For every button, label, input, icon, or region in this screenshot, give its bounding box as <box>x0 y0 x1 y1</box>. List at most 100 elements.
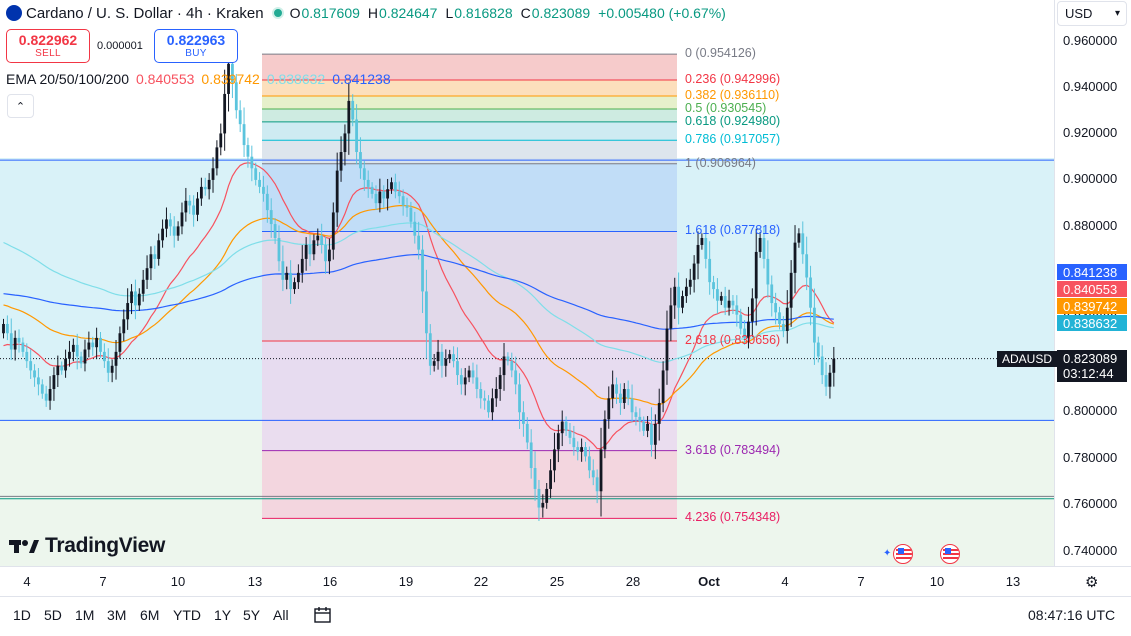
candle-body[interactable] <box>106 361 110 373</box>
candle-body[interactable] <box>215 147 219 169</box>
candle-body[interactable] <box>522 412 525 424</box>
candle-body[interactable] <box>153 254 157 259</box>
candle-body[interactable] <box>2 323 5 334</box>
tradingview-logo[interactable]: TradingView <box>9 534 165 558</box>
range-button-6m[interactable]: 6M <box>140 607 160 623</box>
candle-body[interactable] <box>366 179 370 187</box>
candle-body[interactable] <box>192 205 196 215</box>
candle-body[interactable] <box>231 63 234 83</box>
candle-body[interactable] <box>145 268 149 280</box>
candle-body[interactable] <box>68 351 71 359</box>
fibonacci-extension[interactable] <box>262 53 677 519</box>
range-button-3m[interactable]: 3M <box>107 607 127 623</box>
candle-body[interactable] <box>250 156 254 169</box>
candle-body[interactable] <box>300 258 304 273</box>
candle-body[interactable] <box>33 370 36 378</box>
candle-body[interactable] <box>95 337 99 348</box>
candle-body[interactable] <box>331 212 335 250</box>
candle-body[interactable] <box>708 258 712 283</box>
us-event-flag-icon[interactable] <box>940 544 960 564</box>
candle-body[interactable] <box>650 423 653 445</box>
candle-body[interactable] <box>17 337 21 343</box>
candle-body[interactable] <box>60 365 64 371</box>
candle-body[interactable] <box>196 198 199 215</box>
candle-body[interactable] <box>553 449 556 471</box>
candle-body[interactable] <box>56 365 60 376</box>
candle-body[interactable] <box>304 244 308 259</box>
candle-body[interactable] <box>168 219 172 227</box>
candle-body[interactable] <box>421 249 424 292</box>
candle-body[interactable] <box>165 219 168 229</box>
candlesticks[interactable] <box>2 50 836 521</box>
buy-button[interactable]: 0.822963 BUY <box>154 29 238 63</box>
candle-body[interactable] <box>281 261 285 280</box>
candle-body[interactable] <box>227 63 230 94</box>
candle-body[interactable] <box>126 303 130 320</box>
candle-body[interactable] <box>580 447 584 452</box>
candle-body[interactable] <box>568 430 572 438</box>
candle-body[interactable] <box>137 293 141 306</box>
candle-body[interactable] <box>335 170 339 213</box>
candle-body[interactable] <box>770 284 774 304</box>
candle-body[interactable] <box>646 423 649 431</box>
candle-body[interactable] <box>417 235 421 250</box>
candle-body[interactable] <box>564 421 568 431</box>
candle-body[interactable] <box>21 342 25 352</box>
candle-body[interactable] <box>556 433 560 450</box>
candle-body[interactable] <box>285 272 289 280</box>
candle-body[interactable] <box>494 389 498 399</box>
candle-body[interactable] <box>180 212 184 227</box>
candle-body[interactable] <box>316 235 320 241</box>
candle-body[interactable] <box>541 502 545 508</box>
candle-body[interactable] <box>479 389 483 399</box>
candle-body[interactable] <box>820 356 824 376</box>
candle-body[interactable] <box>525 423 529 443</box>
candle-body[interactable] <box>673 286 677 306</box>
candle-body[interactable] <box>731 300 735 306</box>
candle-body[interactable] <box>184 200 188 213</box>
candle-body[interactable] <box>785 307 789 331</box>
candle-body[interactable] <box>506 356 510 362</box>
candle-body[interactable] <box>199 186 203 199</box>
range-button-ytd[interactable]: YTD <box>173 607 201 623</box>
candle-body[interactable] <box>386 189 390 199</box>
candle-body[interactable] <box>801 233 805 255</box>
candle-body[interactable] <box>805 254 809 278</box>
candle-body[interactable] <box>704 237 708 259</box>
range-button-5y[interactable]: 5Y <box>243 607 261 623</box>
candle-body[interactable] <box>362 168 366 180</box>
candle-body[interactable] <box>657 402 661 424</box>
candle-body[interactable] <box>727 300 731 308</box>
candle-body[interactable] <box>533 468 537 489</box>
candle-body[interactable] <box>634 412 638 417</box>
candle-body[interactable] <box>529 442 533 469</box>
candle-body[interactable] <box>774 303 778 313</box>
candle-body[interactable] <box>467 370 471 378</box>
candle-body[interactable] <box>502 356 506 376</box>
ema-legend[interactable]: EMA 20/50/100/200 0.840553 0.839742 0.83… <box>6 71 398 87</box>
candle-body[interactable] <box>5 323 9 334</box>
candle-body[interactable] <box>622 389 626 403</box>
candle-body[interactable] <box>277 237 281 262</box>
candle-body[interactable] <box>739 314 743 329</box>
candle-body[interactable] <box>471 370 475 378</box>
candle-body[interactable] <box>440 351 444 366</box>
candle-body[interactable] <box>595 477 599 492</box>
settings-gear-icon[interactable]: ⚙ <box>1085 574 1099 591</box>
candle-body[interactable] <box>762 237 766 259</box>
candle-body[interactable] <box>48 389 52 401</box>
candle-body[interactable] <box>207 179 211 190</box>
candle-body[interactable] <box>75 344 79 357</box>
candle-body[interactable] <box>122 319 126 334</box>
candle-body[interactable] <box>273 224 277 238</box>
candle-body[interactable] <box>134 291 137 306</box>
candle-body[interactable] <box>351 100 355 120</box>
candle-body[interactable] <box>619 393 622 403</box>
sell-button[interactable]: 0.822962 SELL <box>6 29 90 63</box>
candle-body[interactable] <box>29 361 33 371</box>
candle-body[interactable] <box>793 242 797 273</box>
candle-body[interactable] <box>149 254 153 269</box>
candle-body[interactable] <box>328 249 331 262</box>
candle-body[interactable] <box>719 296 723 301</box>
candle-body[interactable] <box>246 145 250 157</box>
